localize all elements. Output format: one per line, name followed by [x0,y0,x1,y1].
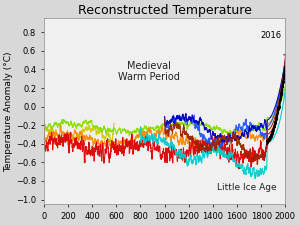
Text: Little Ice Age: Little Ice Age [217,183,277,192]
Title: Reconstructed Temperature: Reconstructed Temperature [78,4,251,17]
Text: 2016: 2016 [260,31,281,40]
Y-axis label: Temperature Anomaly (°C): Temperature Anomaly (°C) [4,51,13,171]
Text: Medieval
Warm Period: Medieval Warm Period [118,61,180,82]
